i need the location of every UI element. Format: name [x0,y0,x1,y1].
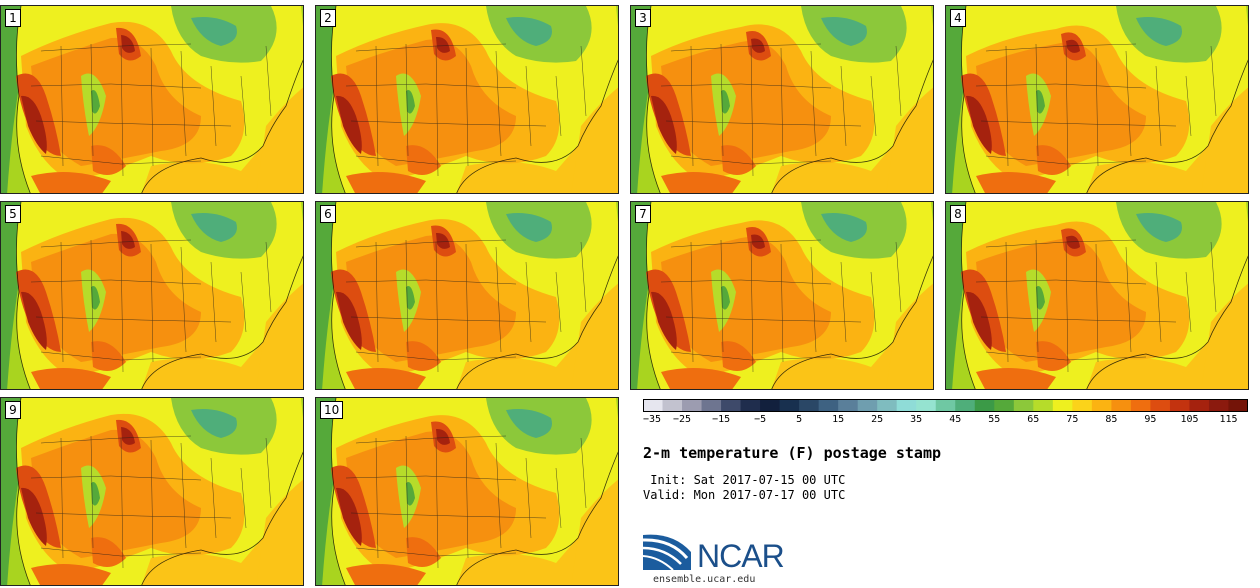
colorbar-tick-label: 105 [1180,414,1199,425]
colorbar-segment [1033,399,1054,412]
ensemble-member-panel: 5 [0,201,304,390]
colorbar-segment [877,399,898,412]
colorbar-segment [974,399,995,412]
temperature-map [946,6,1248,193]
colorbar-segment [740,399,761,412]
colorbar-tick-label: −5 [754,414,767,425]
plot-title: 2-m temperature (F) postage stamp [643,444,942,462]
valid-time: Valid: Mon 2017-07-17 00 UTC [643,488,846,502]
colorbar-segment [818,399,839,412]
temperature-map [631,202,933,389]
ncar-logo-icon [643,534,691,571]
ensemble-member-panel: 4 [945,5,1249,194]
member-number-label: 9 [5,401,21,419]
colorbar-tick-label: 75 [1066,414,1079,425]
colorbar-segment [662,399,683,412]
colorbar-segment [994,399,1015,412]
member-number-label: 3 [635,9,651,27]
temperature-map [631,6,933,193]
colorbar-segment [1072,399,1093,412]
colorbar-segment [760,399,781,412]
colorbar-tick-label: 55 [988,414,1001,425]
colorbar-tick-label: 15 [832,414,845,425]
temperature-map [1,398,303,585]
ensemble-member-panel: 2 [315,5,619,194]
colorbar-segment [1169,399,1190,412]
colorbar-segment [1013,399,1034,412]
colorbar-segment [1091,399,1112,412]
temperature-map [316,398,618,585]
colorbar-segment [1189,399,1210,412]
temperature-map [1,6,303,193]
colorbar-segment [1150,399,1171,412]
member-number-label: 8 [950,205,966,223]
colorbar-segment [1228,399,1248,412]
colorbar-tick-label: 45 [949,414,962,425]
colorbar-tick-label: 35 [910,414,923,425]
colorbar-tick-label: 25 [871,414,884,425]
colorbar-tick-label: 85 [1105,414,1118,425]
colorbar-segment [721,399,742,412]
ensemble-member-panel: 1 [0,5,304,194]
init-time: Init: Sat 2017-07-15 00 UTC [643,473,846,487]
colorbar-segment [1052,399,1073,412]
member-number-label: 6 [320,205,336,223]
colorbar-tick-labels: −35 −25 −15 −5 5 15 25 35 45 55 65 75 85 95 105 115 [643,414,1260,428]
colorbar-tick-label: 5 [796,414,803,425]
colorbar-segment [1208,399,1229,412]
temperature-map [1,202,303,389]
colorbar-segment [643,399,664,412]
colorbar-segment [701,399,722,412]
ensemble-member-panel: 3 [630,5,934,194]
colorbar-segment [1130,399,1151,412]
colorbar-segment [955,399,976,412]
colorbar-segment [896,399,917,412]
ensemble-url: ensemble.ucar.edu [653,574,756,585]
colorbar-segment [916,399,937,412]
colorbar-segment [838,399,859,412]
member-number-label: 7 [635,205,651,223]
colorbar-tick-label: −15 [712,414,731,425]
ensemble-member-panel: 7 [630,201,934,390]
ensemble-member-panel: 8 [945,201,1249,390]
member-number-label: 1 [5,9,21,27]
colorbar-tick-label: −35 [643,414,662,425]
colorbar-segment [1111,399,1132,412]
colorbar-segment [857,399,878,412]
colorbar-tick-label: 115 [1219,414,1238,425]
colorbar-tick-label: 95 [1144,414,1157,425]
member-number-label: 10 [320,401,344,419]
temperature-colorbar [643,399,1248,412]
colorbar-segment [779,399,800,412]
colorbar-tick-label: −25 [672,414,692,425]
temperature-map [946,202,1248,389]
colorbar-segment [682,399,703,412]
temperature-map [316,6,618,193]
ensemble-member-panel: 10 [315,397,619,586]
member-number-label: 4 [950,9,966,27]
colorbar-tick-label: 65 [1027,414,1040,425]
temperature-map [316,202,618,389]
ensemble-member-panel: 9 [0,397,304,586]
ncar-logo-text: NCAR [697,538,785,574]
colorbar-segment [799,399,820,412]
ensemble-member-panel: 6 [315,201,619,390]
member-number-label: 2 [320,9,336,27]
colorbar-segment [935,399,956,412]
member-number-label: 5 [5,205,21,223]
